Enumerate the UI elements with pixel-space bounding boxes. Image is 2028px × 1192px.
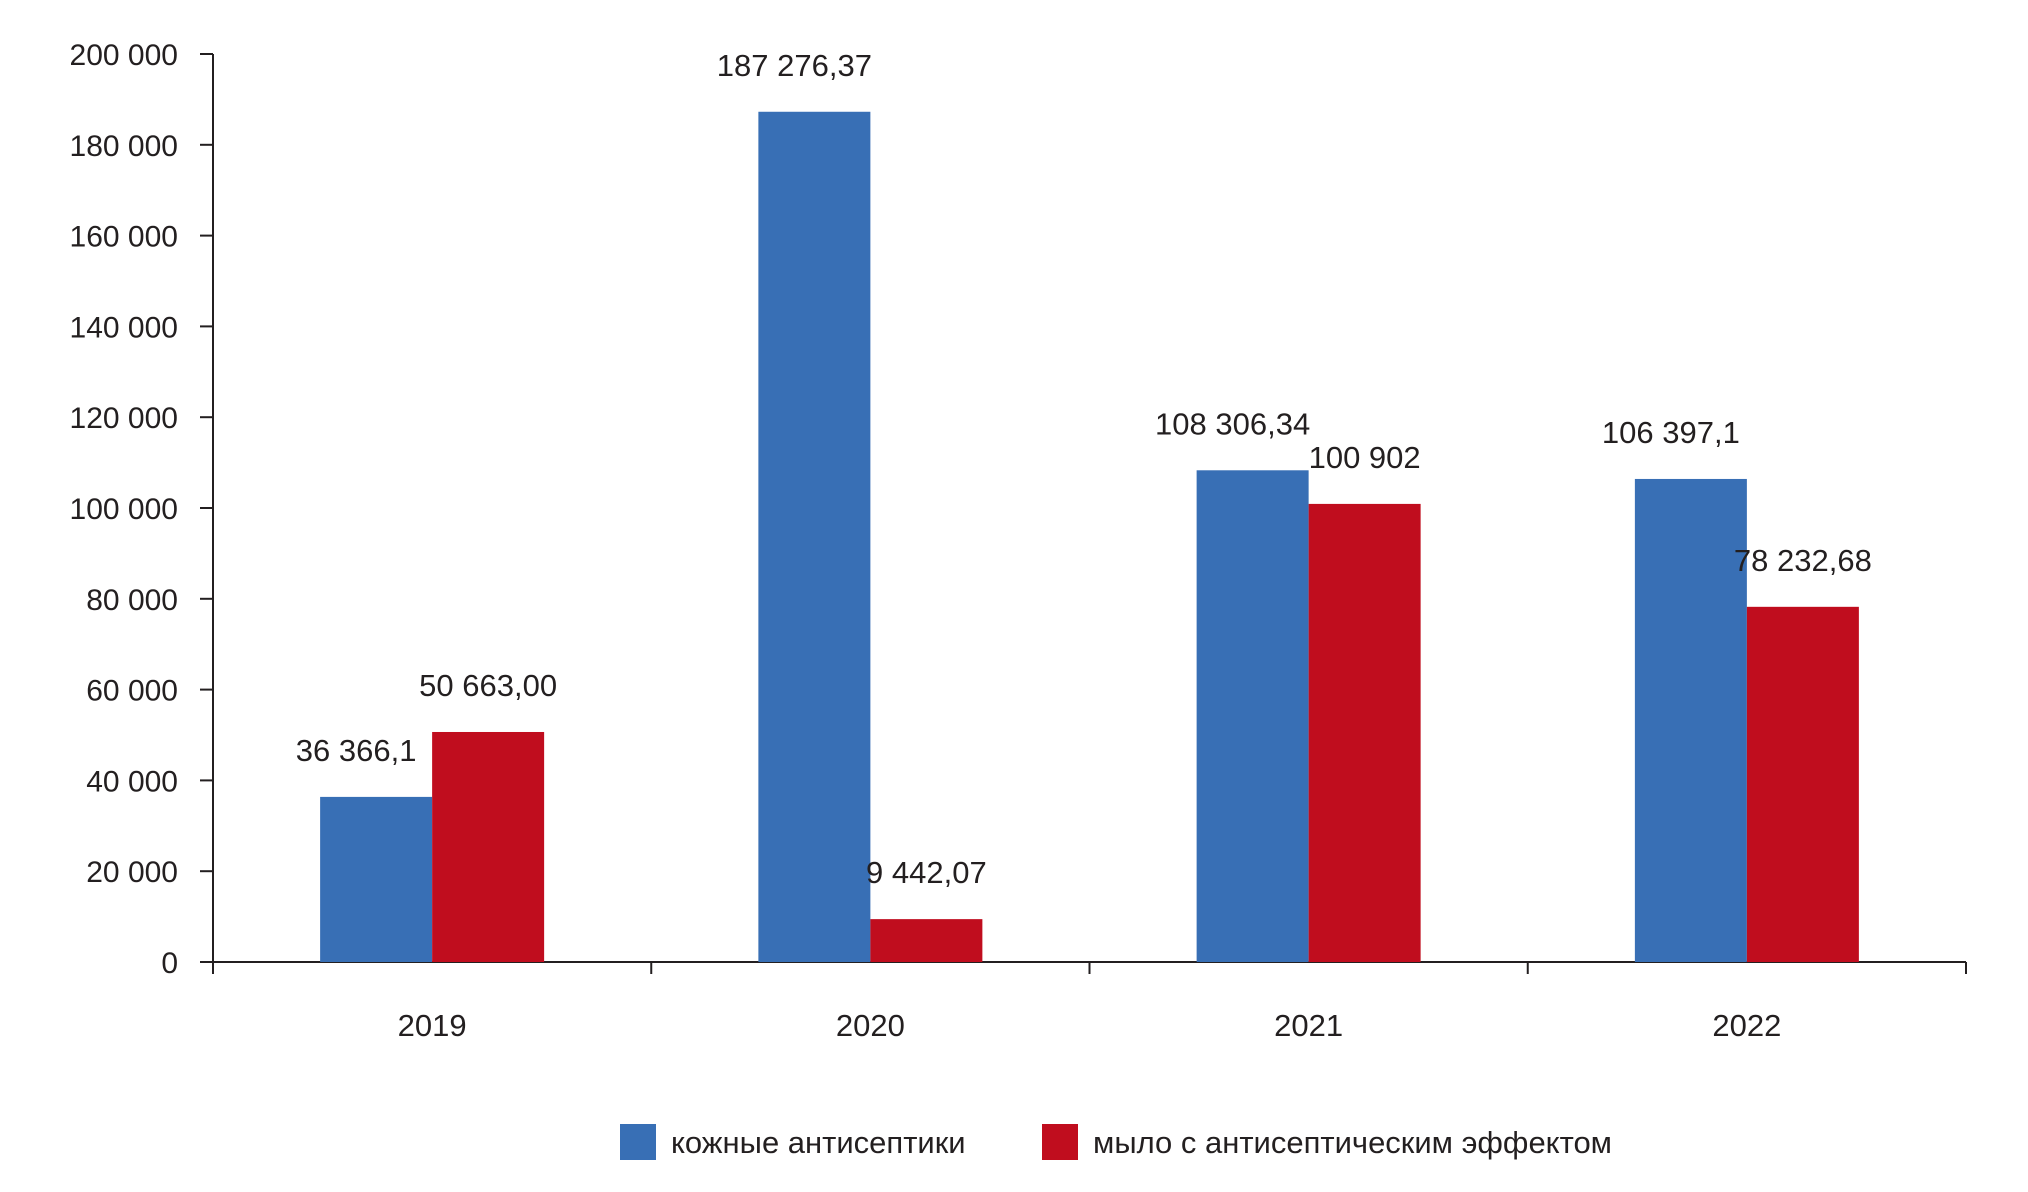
y-tick-label: 100 000 [70, 493, 178, 526]
bar [1196, 470, 1309, 962]
y-tick-label: 20 000 [86, 856, 178, 889]
y-tick-label: 40 000 [86, 765, 178, 798]
legend-label: мыло с антисептическим эффектом [1093, 1125, 1612, 1160]
legend-swatch [620, 1124, 656, 1160]
data-labels: 36 366,150 663,00 187 276,37 9 442,07 108 3… [296, 48, 1872, 890]
data-label: 9 442,07 [866, 855, 987, 890]
y-tick-label: 60 000 [86, 675, 178, 708]
data-label: 108 306,34 [1155, 406, 1310, 441]
legend: кожные антисептики мыло с антисептическим… [620, 1124, 1612, 1160]
bar [1634, 478, 1747, 962]
data-label: 100 902 [1309, 440, 1421, 475]
y-axis: 0 20 000 40 000 60 000 80 000 100 000 120 000 1… [70, 39, 214, 980]
y-tick-label: 120 000 [70, 402, 178, 435]
y-tick-label: 160 000 [70, 221, 178, 254]
data-label: 187 276,37 [717, 48, 872, 83]
data-label: 78 232,68 [1734, 543, 1872, 578]
data-label: 50 663,00 [419, 668, 557, 703]
data-label: 36 366,1 [296, 733, 417, 768]
x-tick-label: 2022 [1712, 1008, 1781, 1043]
legend-label: кожные антисептики [671, 1125, 966, 1160]
bar [320, 796, 433, 962]
y-tick-label: 140 000 [70, 311, 178, 344]
x-tick-label: 2020 [836, 1008, 905, 1043]
data-label: 106 397,1 [1602, 415, 1740, 450]
x-axis: 2019 2020 2021 2022 [212, 961, 1967, 1043]
x-tick-label: 2021 [1274, 1008, 1343, 1043]
legend-swatch [1042, 1124, 1078, 1160]
bar [432, 731, 545, 962]
x-tick-label: 2019 [398, 1008, 467, 1043]
y-tick-label: 200 000 [70, 39, 178, 72]
bar [758, 111, 871, 963]
bar [1308, 503, 1421, 962]
bar [1746, 606, 1859, 962]
y-tick-label: 0 [161, 947, 178, 980]
bar [870, 919, 983, 962]
y-tick-label: 80 000 [86, 584, 178, 617]
y-tick-label: 180 000 [70, 130, 178, 163]
bars [320, 111, 1859, 963]
